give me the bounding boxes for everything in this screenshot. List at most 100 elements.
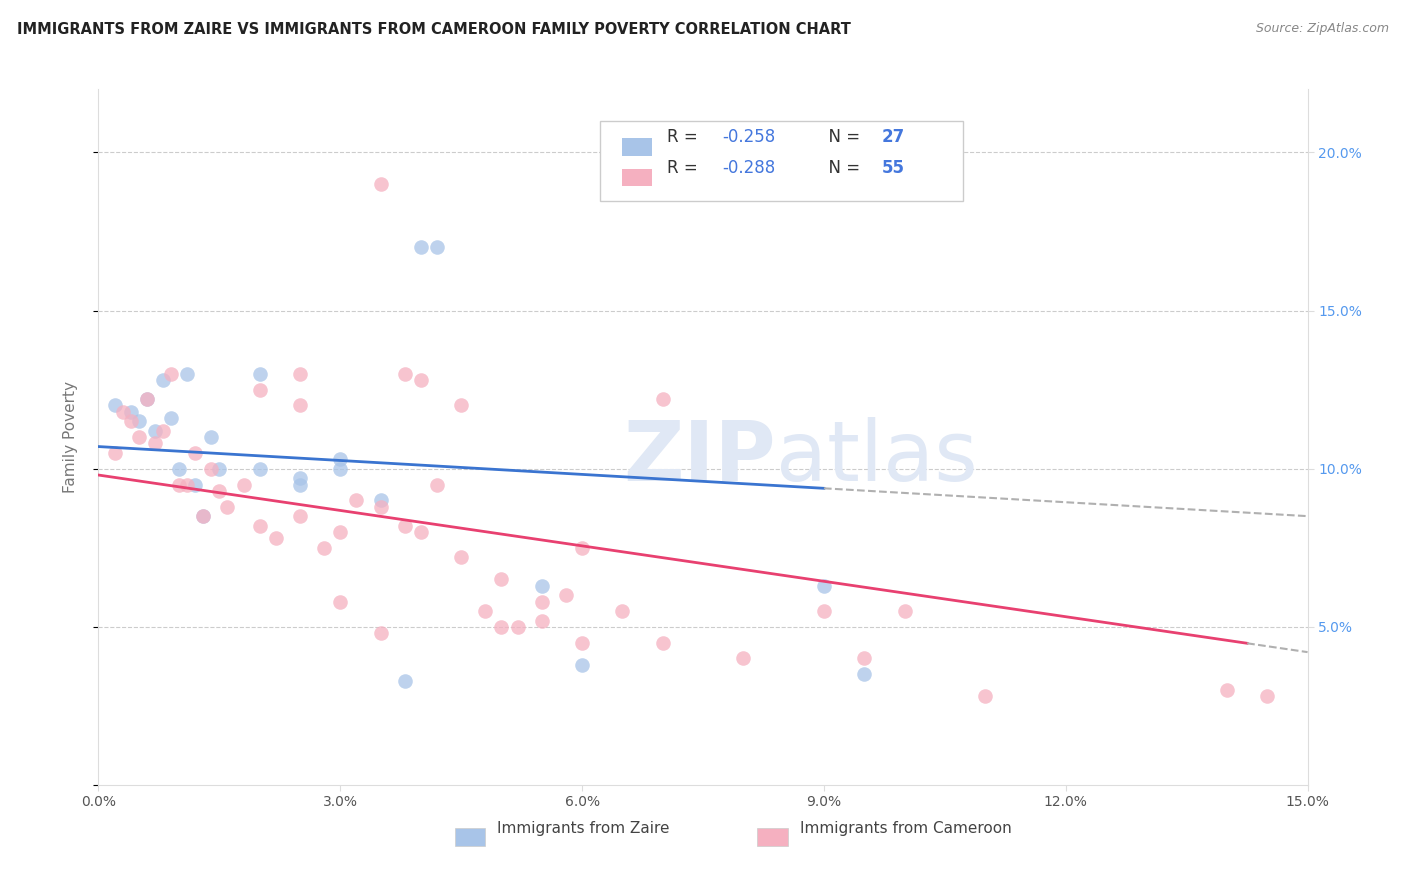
Point bbox=[176, 367, 198, 381]
Text: Immigrants from Zaire: Immigrants from Zaire bbox=[498, 822, 669, 837]
Point bbox=[813, 579, 835, 593]
Point bbox=[474, 604, 496, 618]
Point bbox=[344, 493, 367, 508]
Point bbox=[571, 541, 593, 555]
Point bbox=[135, 392, 157, 406]
Point bbox=[813, 604, 835, 618]
Text: R =: R = bbox=[666, 128, 703, 146]
FancyBboxPatch shape bbox=[621, 138, 652, 155]
Point bbox=[264, 531, 287, 545]
FancyBboxPatch shape bbox=[600, 120, 963, 201]
Text: Immigrants from Cameroon: Immigrants from Cameroon bbox=[800, 822, 1011, 837]
Text: 27: 27 bbox=[882, 128, 905, 146]
Point bbox=[249, 461, 271, 475]
Point bbox=[530, 614, 553, 628]
Text: Source: ZipAtlas.com: Source: ZipAtlas.com bbox=[1256, 22, 1389, 36]
Point bbox=[128, 414, 150, 428]
Point bbox=[651, 635, 673, 649]
Point bbox=[217, 500, 239, 514]
Text: N =: N = bbox=[818, 128, 865, 146]
Point bbox=[193, 509, 215, 524]
Text: IMMIGRANTS FROM ZAIRE VS IMMIGRANTS FROM CAMEROON FAMILY POVERTY CORRELATION CHA: IMMIGRANTS FROM ZAIRE VS IMMIGRANTS FROM… bbox=[17, 22, 851, 37]
Point bbox=[176, 477, 198, 491]
Point bbox=[111, 405, 134, 419]
Point bbox=[103, 399, 125, 413]
Point bbox=[491, 620, 513, 634]
Point bbox=[571, 657, 593, 672]
FancyBboxPatch shape bbox=[758, 829, 787, 846]
Point bbox=[651, 392, 673, 406]
Point bbox=[329, 452, 352, 467]
Point bbox=[167, 477, 190, 491]
Point bbox=[853, 667, 876, 681]
Point bbox=[370, 626, 392, 640]
Point bbox=[1256, 690, 1278, 704]
Point bbox=[329, 594, 352, 608]
Point bbox=[143, 424, 166, 438]
Point bbox=[426, 477, 449, 491]
Point bbox=[1216, 683, 1239, 698]
Point bbox=[853, 651, 876, 665]
Point bbox=[409, 240, 432, 254]
Point bbox=[103, 446, 125, 460]
Point bbox=[370, 177, 392, 191]
Point bbox=[143, 436, 166, 450]
Point bbox=[160, 367, 183, 381]
Point bbox=[184, 446, 207, 460]
Text: R =: R = bbox=[666, 159, 703, 177]
Point bbox=[288, 471, 311, 485]
Point bbox=[314, 541, 336, 555]
Point bbox=[329, 461, 352, 475]
Text: N =: N = bbox=[818, 159, 865, 177]
Text: -0.258: -0.258 bbox=[723, 128, 776, 146]
Point bbox=[135, 392, 157, 406]
Point bbox=[288, 477, 311, 491]
Point bbox=[152, 424, 174, 438]
Point bbox=[120, 405, 142, 419]
Point bbox=[120, 414, 142, 428]
Point bbox=[450, 550, 472, 565]
Point bbox=[249, 383, 271, 397]
Text: atlas: atlas bbox=[776, 417, 977, 499]
Point bbox=[450, 399, 472, 413]
Point bbox=[208, 461, 231, 475]
Point bbox=[232, 477, 254, 491]
Point bbox=[288, 367, 311, 381]
Y-axis label: Family Poverty: Family Poverty bbox=[63, 381, 77, 493]
Point bbox=[426, 240, 449, 254]
Point bbox=[974, 690, 997, 704]
Point bbox=[128, 430, 150, 444]
Point bbox=[506, 620, 529, 634]
Point bbox=[193, 509, 215, 524]
Point bbox=[409, 373, 432, 387]
Point bbox=[612, 604, 634, 618]
Point bbox=[160, 411, 183, 425]
Point bbox=[370, 500, 392, 514]
Text: 55: 55 bbox=[882, 159, 905, 177]
Point bbox=[394, 367, 416, 381]
FancyBboxPatch shape bbox=[456, 829, 485, 846]
Point bbox=[152, 373, 174, 387]
Point bbox=[555, 588, 578, 602]
Point bbox=[409, 524, 432, 539]
FancyBboxPatch shape bbox=[621, 169, 652, 186]
Point bbox=[530, 594, 553, 608]
Point bbox=[394, 518, 416, 533]
Point bbox=[184, 477, 207, 491]
Point bbox=[288, 399, 311, 413]
Text: ZIP: ZIP bbox=[623, 417, 776, 499]
Point bbox=[200, 461, 222, 475]
Point bbox=[530, 579, 553, 593]
Point bbox=[893, 604, 915, 618]
Point bbox=[329, 524, 352, 539]
Point bbox=[571, 635, 593, 649]
Point bbox=[394, 673, 416, 688]
Point bbox=[491, 573, 513, 587]
Point bbox=[288, 509, 311, 524]
Point bbox=[167, 461, 190, 475]
Point bbox=[370, 493, 392, 508]
Point bbox=[200, 430, 222, 444]
Point bbox=[733, 651, 755, 665]
Point bbox=[249, 518, 271, 533]
Point bbox=[249, 367, 271, 381]
